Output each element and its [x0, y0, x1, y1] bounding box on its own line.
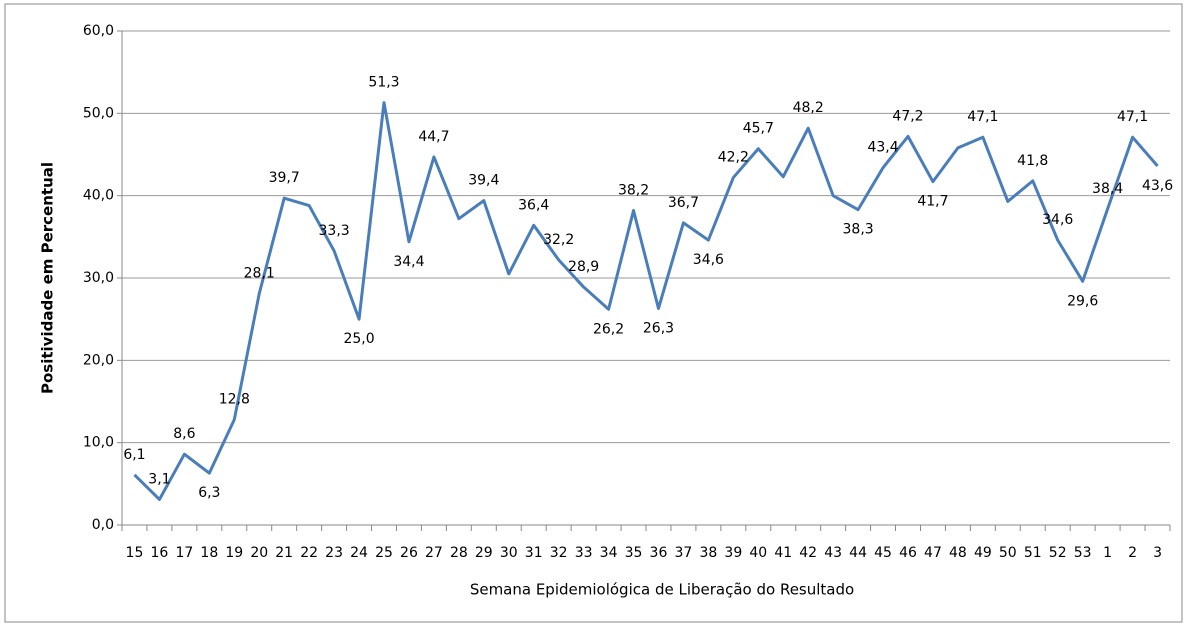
x-tick-label: 39 [724, 545, 742, 561]
data-label: 47,1 [1117, 109, 1148, 125]
data-label: 47,2 [892, 108, 923, 124]
data-label: 47,1 [967, 109, 998, 125]
data-label: 38,2 [618, 182, 649, 198]
data-label: 28,1 [244, 266, 275, 282]
x-tick-label: 32 [550, 545, 568, 561]
data-label: 43,6 [1142, 178, 1173, 194]
x-tick-label: 35 [625, 545, 643, 561]
data-label: 51,3 [368, 75, 399, 91]
data-label: 34,6 [1042, 212, 1073, 228]
x-tick-label: 30 [500, 545, 518, 561]
x-tick-label: 37 [675, 545, 693, 561]
data-label: 6,1 [123, 447, 145, 463]
y-tick-label: 30,0 [83, 270, 114, 286]
data-label: 12,8 [219, 392, 250, 408]
data-label: 36,4 [518, 197, 549, 213]
line [133, 101, 1159, 501]
data-label: 45,7 [743, 121, 774, 137]
x-tick-label: 15 [126, 545, 144, 561]
x-tick-label: 42 [799, 545, 817, 561]
x-tick-label: 53 [1074, 545, 1092, 561]
x-tick-label: 46 [899, 545, 917, 561]
y-tick-label: 40,0 [83, 188, 114, 204]
x-tick-label: 22 [300, 545, 318, 561]
data-label: 33,3 [319, 223, 350, 239]
x-tick-label: 25 [375, 545, 393, 561]
x-tick-label: 24 [350, 545, 368, 561]
x-tick-label: 26 [400, 545, 418, 561]
data-label: 28,9 [568, 259, 599, 275]
x-tick-label: 45 [874, 545, 892, 561]
data-label: 41,7 [917, 194, 948, 210]
x-tick-label: 19 [225, 545, 243, 561]
x-tick-label: 34 [600, 545, 618, 561]
y-tick-label: 60,0 [83, 23, 114, 39]
data-label: 29,6 [1067, 293, 1098, 309]
data-label: 3,1 [148, 471, 170, 487]
x-tick-label: 38 [699, 545, 717, 561]
data-label: 39,4 [468, 173, 499, 189]
x-tick-label: 48 [949, 545, 967, 561]
y-tick-label: 0,0 [92, 517, 114, 533]
x-tick-label: 33 [575, 545, 593, 561]
x-tick-label: 52 [1049, 545, 1067, 561]
y-tick-label: 20,0 [83, 352, 114, 368]
data-label: 36,7 [668, 195, 699, 211]
x-tick-label: 36 [650, 545, 668, 561]
data-label: 43,4 [867, 140, 898, 156]
data-label: 26,3 [643, 320, 674, 336]
y-tick-label: 50,0 [83, 105, 114, 121]
x-axis-title: Semana Epidemiológica de Liberação do Re… [470, 581, 854, 599]
x-tick-label: 47 [924, 545, 942, 561]
x-tick-label: 49 [974, 545, 992, 561]
x-tick-label: 23 [325, 545, 343, 561]
y-axis-title: Positividade em Percentual [39, 162, 57, 394]
x-tick-label: 51 [1024, 545, 1042, 561]
x-tick-label: 43 [824, 545, 842, 561]
data-label: 6,3 [198, 485, 220, 501]
chart-frame [4, 3, 1183, 623]
data-label: 44,7 [418, 129, 449, 145]
data-label: 48,2 [793, 100, 824, 116]
x-tick-label: 3 [1153, 545, 1162, 561]
data-label: 41,8 [1017, 153, 1048, 169]
data-label: 42,2 [718, 150, 749, 166]
data-label: 38,3 [843, 222, 874, 238]
x-tick-label: 21 [275, 545, 293, 561]
data-label: 34,4 [393, 254, 424, 270]
x-tick-label: 40 [749, 545, 767, 561]
data-label: 25,0 [343, 331, 374, 347]
x-tick-label: 18 [200, 545, 218, 561]
x-tick-label: 1 [1103, 545, 1112, 561]
data-label: 39,7 [269, 170, 300, 186]
x-tick-label: 2 [1128, 545, 1137, 561]
data-label: 26,2 [593, 321, 624, 337]
data-label: 8,6 [173, 426, 195, 442]
x-tick-label: 16 [151, 545, 169, 561]
data-label: 32,2 [543, 232, 574, 248]
x-tick-label: 20 [250, 545, 268, 561]
x-tick-label: 41 [774, 545, 792, 561]
y-tick-label: 10,0 [83, 435, 114, 451]
x-tick-label: 44 [849, 545, 867, 561]
x-tick-label: 29 [475, 545, 493, 561]
x-tick-label: 17 [175, 545, 193, 561]
data-label: 38,4 [1092, 181, 1123, 197]
x-tick-label: 27 [425, 545, 443, 561]
data-label: 34,6 [693, 252, 724, 268]
x-tick-label: 28 [450, 545, 468, 561]
x-tick-label: 31 [525, 545, 543, 561]
x-tick-label: 50 [999, 545, 1017, 561]
